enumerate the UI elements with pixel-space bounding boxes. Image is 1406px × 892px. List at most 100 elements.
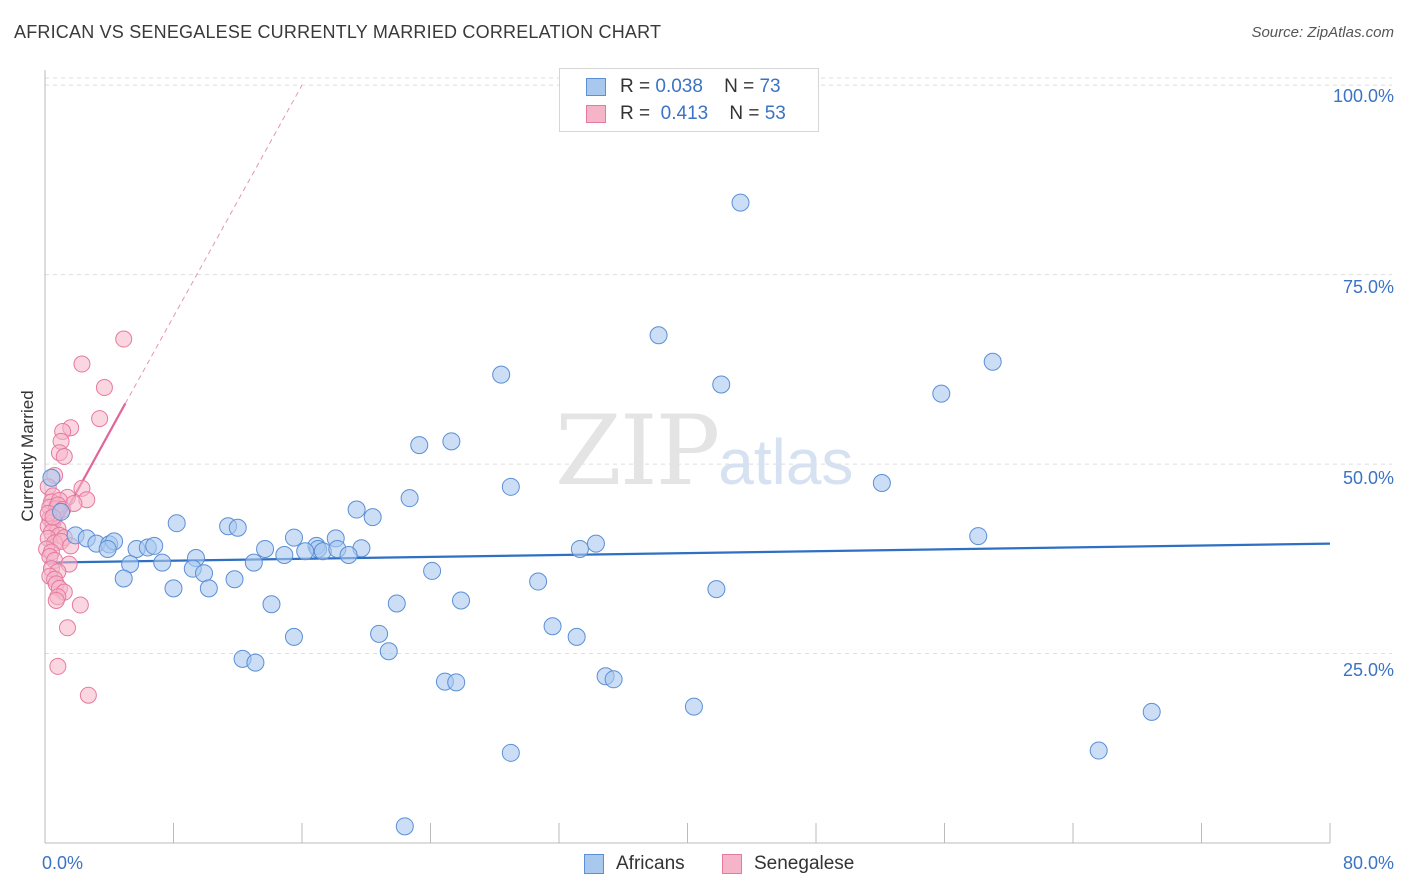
africans-point <box>244 553 263 572</box>
senegalese-point <box>71 596 89 614</box>
africans-point <box>501 743 520 762</box>
senegalese-legend-swatch <box>722 854 742 874</box>
africans-point <box>1089 741 1108 760</box>
watermark-zip: ZIP <box>555 395 720 507</box>
africans-swatch <box>586 78 606 96</box>
africans-point <box>114 569 133 588</box>
chart-title: AFRICAN VS SENEGALESE CURRENTLY MARRIED … <box>14 22 662 42</box>
africans-point <box>275 546 294 565</box>
watermark: ZIPatlas <box>555 395 853 507</box>
africans-trend <box>44 542 1331 564</box>
senegalese-r-label: R = <box>620 103 651 124</box>
africans-point <box>52 502 71 521</box>
africans-point <box>395 817 414 836</box>
source-label: Source: ZipAtlas.com <box>1251 24 1394 41</box>
africans-points <box>42 193 1161 836</box>
africans-point <box>284 627 303 646</box>
senegalese-point <box>47 591 65 609</box>
legend-item-africans: Africans <box>584 852 685 876</box>
africans-point <box>387 594 406 613</box>
africans-legend-swatch <box>584 854 604 874</box>
africans-point <box>225 570 244 589</box>
africans-n-value: 73 <box>759 76 781 97</box>
y-tick-label-50: 50.0% <box>1342 468 1394 488</box>
africans-point <box>586 534 605 553</box>
senegalese-point <box>115 330 133 348</box>
africans-point <box>195 564 214 583</box>
y-tick-label-100: 100.0% <box>1332 86 1394 106</box>
africans-point <box>932 384 951 403</box>
x-tick-label-min: 0.0% <box>42 853 84 873</box>
africans-legend-label: Africans <box>616 853 685 874</box>
africans-trend-line <box>44 542 1331 564</box>
africans-point <box>983 352 1002 371</box>
y-tick-label-75: 75.0% <box>1342 277 1394 297</box>
senegalese-point <box>73 355 91 373</box>
legend-row-africans: R = 0.038 N = 73 <box>586 75 781 99</box>
africans-point <box>284 528 303 547</box>
senegalese-point <box>95 379 113 397</box>
x-tick-label-max: 80.0% <box>1342 853 1394 873</box>
y-tick-label-25: 25.0% <box>1342 660 1394 680</box>
senegalese-r-value: 0.413 <box>660 103 709 124</box>
africans-point <box>684 697 703 716</box>
africans-r-value: 0.038 <box>655 76 703 97</box>
africans-n-label: N = <box>724 76 755 97</box>
axes <box>44 70 1331 844</box>
stats-legend: R = 0.038 N = 73 R = 0.413 N = 53 <box>559 68 819 132</box>
africans-point <box>98 539 117 558</box>
africans-point <box>969 527 988 546</box>
africans-point <box>442 432 461 451</box>
legend-row-senegalese: R = 0.413 N = 53 <box>586 102 786 126</box>
africans-point <box>649 326 668 345</box>
africans-point <box>570 539 589 558</box>
africans-point <box>423 561 442 580</box>
africans-point <box>567 627 586 646</box>
africans-point <box>370 624 389 643</box>
senegalese-trend <box>47 84 303 545</box>
senegalese-point <box>58 619 76 637</box>
senegalese-n-label: N = <box>729 103 760 124</box>
africans-point <box>501 477 520 496</box>
africans-point <box>339 546 358 565</box>
africans-point <box>145 536 164 555</box>
africans-point <box>707 580 726 599</box>
africans-point <box>410 436 429 455</box>
watermark-atlas: atlas <box>718 426 854 498</box>
senegalese-trend-extension <box>124 84 303 404</box>
africans-point <box>153 553 172 572</box>
africans-point <box>379 642 398 661</box>
africans-point <box>447 673 466 692</box>
africans-point <box>363 508 382 527</box>
senegalese-point <box>55 448 73 465</box>
africans-point <box>1142 702 1161 721</box>
africans-point <box>167 514 186 533</box>
y-axis-label: Currently Married <box>18 390 37 522</box>
africans-point <box>529 572 548 591</box>
africans-point <box>347 500 366 519</box>
legend-item-senegalese: Senegalese <box>722 852 854 876</box>
africans-point <box>400 489 419 508</box>
senegalese-n-value: 53 <box>764 103 786 124</box>
senegalese-points <box>38 330 133 704</box>
senegalese-point <box>49 657 67 675</box>
africans-point <box>262 595 281 614</box>
africans-r-label: R = <box>620 76 651 97</box>
africans-point <box>246 653 265 672</box>
africans-point <box>492 365 511 384</box>
africans-point <box>296 542 315 561</box>
africans-point <box>228 518 247 537</box>
africans-point <box>712 375 731 394</box>
africans-point <box>604 670 623 689</box>
africans-point <box>543 617 562 636</box>
africans-point <box>199 579 218 598</box>
africans-point <box>872 474 891 493</box>
senegalese-swatch <box>586 105 606 123</box>
africans-point <box>42 468 61 487</box>
africans-point <box>452 591 471 610</box>
senegalese-point <box>65 494 83 512</box>
senegalese-point <box>91 410 109 428</box>
senegalese-point <box>79 686 97 704</box>
africans-point <box>164 579 183 598</box>
